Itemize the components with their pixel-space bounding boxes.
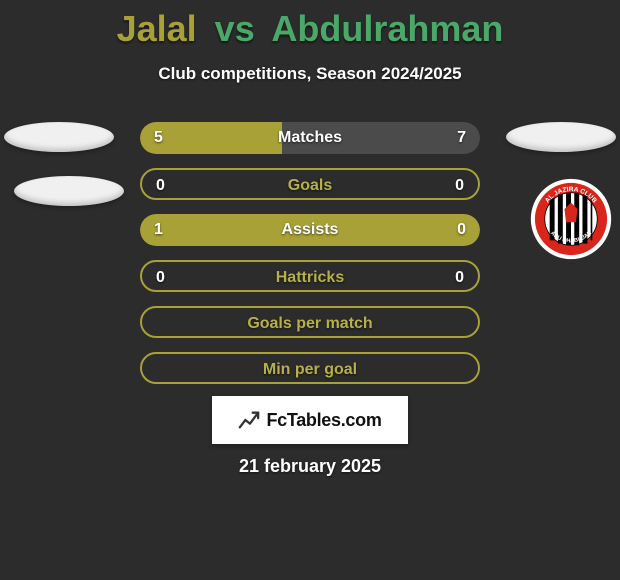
stat-label: Goals bbox=[142, 170, 478, 200]
vs-separator: vs bbox=[215, 8, 255, 49]
player1-silhouette-head bbox=[4, 122, 114, 152]
stat-bar: 00Hattricks bbox=[140, 260, 480, 292]
fctables-icon bbox=[238, 409, 260, 431]
snapshot-date: 21 february 2025 bbox=[0, 456, 620, 477]
stat-bar: 00Goals bbox=[140, 168, 480, 200]
stat-bar: 10Assists bbox=[140, 214, 480, 246]
player1-name: Jalal bbox=[117, 8, 197, 49]
club-badge: AL JAZIRA CLUB ABU DHABI-UAE bbox=[530, 178, 612, 260]
player2-name: Abdulrahman bbox=[271, 8, 503, 49]
stat-bar: 57Matches bbox=[140, 122, 480, 154]
stat-label: Matches bbox=[140, 122, 480, 154]
fctables-text: FcTables.com bbox=[266, 410, 381, 431]
player1-silhouette-body bbox=[14, 176, 124, 206]
comparison-title: Jalal vs Abdulrahman bbox=[0, 0, 620, 50]
stat-label: Min per goal bbox=[142, 354, 478, 384]
stat-label: Assists bbox=[140, 214, 480, 246]
stat-bar: Min per goal bbox=[140, 352, 480, 384]
stat-bar: Goals per match bbox=[140, 306, 480, 338]
competition-subtitle: Club competitions, Season 2024/2025 bbox=[0, 64, 620, 84]
stat-label: Goals per match bbox=[142, 308, 478, 338]
stat-label: Hattricks bbox=[142, 262, 478, 292]
fctables-branding: FcTables.com bbox=[212, 396, 408, 444]
stats-bars-container: 57Matches 00Goals 10Assists 00Hattricks Goal… bbox=[140, 122, 480, 398]
player2-silhouette-head bbox=[506, 122, 616, 152]
